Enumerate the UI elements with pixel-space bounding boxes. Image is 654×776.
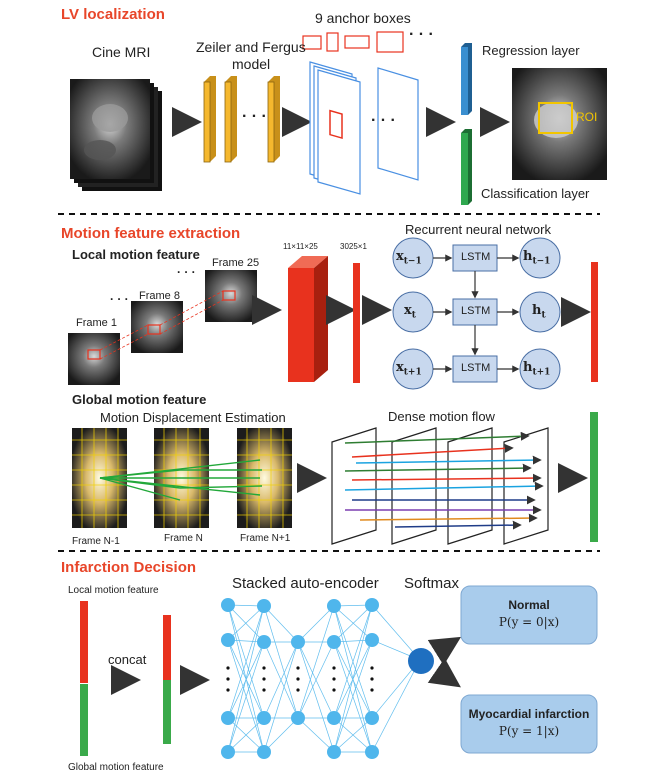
h-tm1-label: ht−1 [523,249,551,267]
mi-output-box [460,694,598,754]
concat-local-part [163,615,171,680]
dense-motion-flow-label: Dense motion flow [388,409,495,424]
arrow [427,658,461,688]
h-tp1-label: ht+1 [523,360,551,378]
roi-label: ROI [576,110,598,124]
volume-dim-label: 11×11×25 [283,242,318,251]
global-motion-feature-label: Global motion feature [72,392,207,407]
zf-model-label-2: model [232,56,271,72]
displacement-frames [72,428,292,528]
lstm-cell [452,355,498,383]
global-feature-input-label: Global motion feature [68,762,164,773]
vector-dim-label: 3025×1 [340,242,367,251]
feature-map-planes [309,61,419,195]
regression-layer-label: Regression layer [482,43,580,58]
classification-layer-label: Classification layer [481,186,590,201]
anchor-ellipsis: · · · [409,26,434,43]
frame-ellipsis-1: · · · [110,292,129,306]
dense-motion-flow [331,427,549,545]
frame-1-label: Frame 1 [76,317,117,329]
x-tm1-label: xt−1 [396,249,422,267]
stacked-autoencoder-label: Stacked auto-encoder [232,575,379,592]
local-motion-feature-label: Local motion feature [72,247,200,262]
motion-displacement-label: Motion Displacement Estimation [100,410,286,425]
layer-ellipsis: · · · [242,108,267,125]
frame-n-plus-1-label: Frame N+1 [240,533,291,544]
rnn-output-node [519,348,561,390]
normal-probability: P(y = 0|x) [498,615,560,629]
motion-volume-block [288,256,328,382]
classification-layer-bar [461,129,472,205]
cine-mri-label: Cine MRI [92,44,151,60]
mi-probability: P(y = 1|x) [498,724,560,738]
local-feature-output-bar [591,262,598,382]
concat-global-part [163,680,171,744]
normal-output-box [460,585,598,645]
section-title-motion-feature-extraction: Motion feature extraction [61,225,241,242]
frame-ellipsis-2: · · · [177,265,196,279]
rnn-output-node [519,237,561,279]
x-t-label: xt [404,303,416,321]
plane-ellipsis: · · · [371,112,396,129]
concat-label: concat [108,652,147,667]
frame-n-label: Frame N [164,533,203,544]
arrow [427,636,462,666]
lstm-cell [452,298,498,326]
section-title-infarction-decision: Infarction Decision [61,559,197,576]
local-feature-input-label: Local motion feature [68,585,159,596]
softmax-label: Softmax [404,575,460,592]
mi-label: Myocardial infarction [468,707,590,721]
x-tp1-label: xt+1 [396,360,422,378]
lstm-label-2: LSTM [461,305,491,317]
zf-model-layers [203,76,280,163]
frame-n-minus-1-label: Frame N-1 [72,536,120,547]
global-feature-output-bar [590,412,598,542]
cine-mri-stack [70,79,162,191]
frame-8-label: Frame 8 [139,290,180,302]
normal-label: Normal [508,598,550,612]
flattened-feature-bar [353,263,360,383]
anchor-boxes-label: 9 anchor boxes [315,10,411,26]
softmax-node [408,648,434,674]
zf-model-label-1: Zeiler and Fergus [196,39,306,55]
lstm-label-1: LSTM [461,251,491,263]
h-t-label: ht [532,303,546,321]
frame-25-label: Frame 25 [212,257,260,269]
global-feature-bar [80,684,88,756]
anchor-boxes [302,31,404,53]
output-mri-with-roi [512,68,607,180]
frame-images [68,270,257,385]
rnn-output-node [519,291,561,333]
rnn-graph [392,237,561,390]
section-title-lv-localization: LV localization [61,6,165,23]
rnn-title: Recurrent neural network [405,222,551,237]
stacked-autoencoder [221,598,421,759]
roi-box [538,102,573,134]
lstm-label-3: LSTM [461,362,491,374]
regression-layer-bar [461,43,472,115]
local-feature-bar [80,601,88,683]
